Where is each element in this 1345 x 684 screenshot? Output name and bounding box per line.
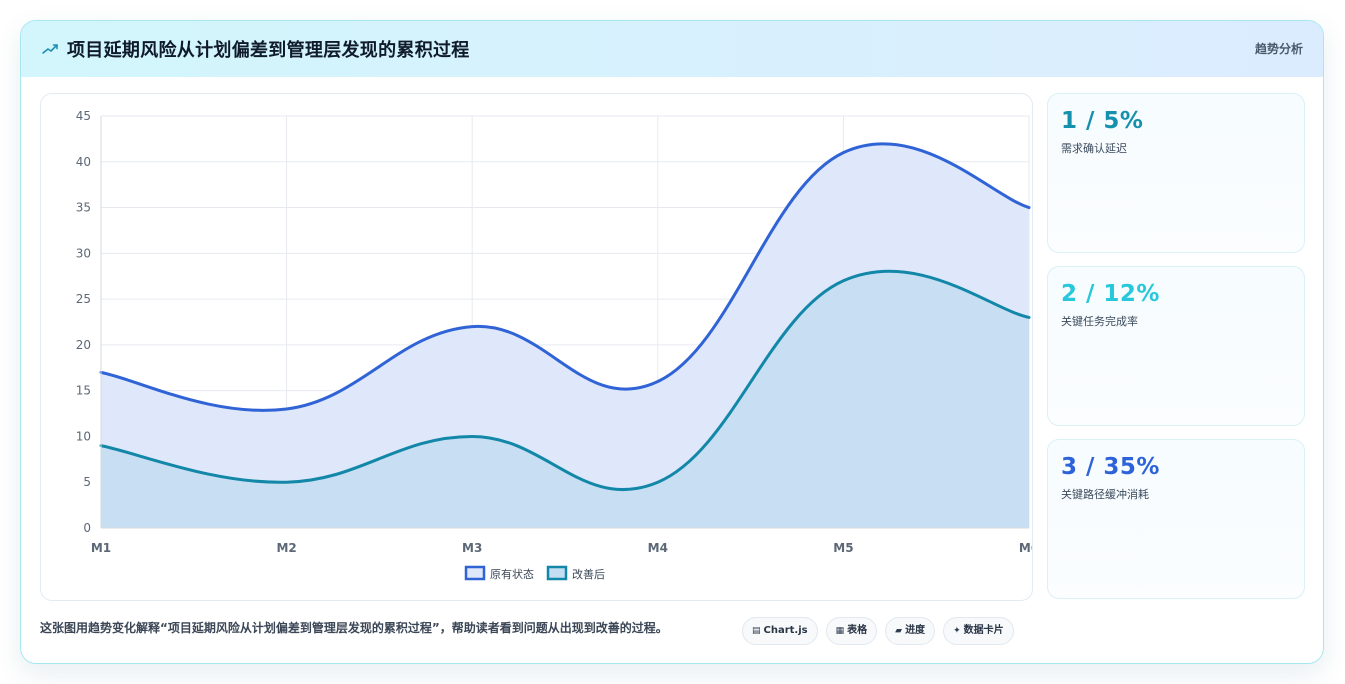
chip-progress[interactable]: ▰ 进度	[885, 617, 936, 645]
series-area-1	[101, 271, 1029, 528]
chip-label: 表格	[847, 625, 868, 636]
page-title: 项目延期风险从计划偏差到管理层发现的累积过程	[67, 40, 470, 61]
table-icon: ▦	[835, 626, 845, 636]
y-tick-label: 30	[76, 246, 91, 260]
sparkle-icon: ✦	[953, 626, 961, 636]
chart-panel: 0 5 10 15 20 25 30 35 40 45 M1 M2 M3 M4 M5 M6 原有状态 改善后	[40, 93, 1033, 601]
chip-chartjs[interactable]: ▤ Chart.js	[742, 617, 818, 645]
card-header: 项目延期风险从计划偏差到管理层发现的累积过程 趋势分析	[21, 21, 1323, 77]
y-tick-label: 5	[83, 475, 91, 489]
x-tick-label: M4	[648, 541, 668, 555]
chart-icon: ▤	[752, 626, 761, 636]
area-chart: 0 5 10 15 20 25 30 35 40 45 M1 M2 M3 M4 M5 M6 原有状态 改善后	[76, 109, 1033, 581]
legend-label: 改善后	[572, 567, 605, 581]
x-tick-label: M1	[91, 541, 111, 555]
y-tick-label: 0	[83, 521, 91, 535]
header-tag[interactable]: 趋势分析	[1254, 42, 1303, 56]
y-tick-label: 20	[76, 338, 91, 352]
x-tick-label: M2	[276, 541, 296, 555]
chart-caption: 这张图用趋势变化解释“项目延期风险从计划偏差到管理层发现的累积过程”，帮助读者看…	[40, 621, 668, 635]
stat-label: 关键路径缓冲消耗	[1061, 488, 1149, 501]
stat-value: 3 / 35%	[1061, 454, 1160, 480]
series-line-1	[99, 269, 1031, 492]
legend-item: 原有状态	[464, 565, 534, 581]
chip-label: 数据卡片	[963, 625, 1004, 636]
chip-table[interactable]: ▦ 表格	[825, 617, 878, 645]
legend-swatch	[464, 565, 486, 581]
x-tick-label: M3	[462, 541, 482, 555]
trend-line-icon	[42, 44, 58, 54]
stat-value: 1 / 5%	[1061, 108, 1144, 134]
stat-card-3: 3 / 35% 关键路径缓冲消耗	[1047, 439, 1305, 599]
y-tick-label: 25	[76, 292, 91, 306]
legend-label: 原有状态	[490, 567, 534, 581]
chip-data-cards[interactable]: ✦ 数据卡片	[943, 617, 1014, 645]
x-tick-label: M6	[1019, 541, 1033, 555]
chip-label: Chart.js	[763, 625, 808, 636]
y-tick-label: 45	[76, 109, 91, 123]
y-tick-label: 35	[76, 201, 91, 215]
dashboard-card: 项目延期风险从计划偏差到管理层发现的累积过程 趋势分析 0 5 10 15 20 25 30…	[20, 20, 1324, 664]
stat-value: 2 / 12%	[1061, 281, 1160, 307]
stat-card-1: 1 / 5% 需求确认延迟	[1047, 93, 1305, 253]
y-tick-label: 15	[76, 384, 91, 398]
series-line-0	[99, 142, 1031, 412]
x-tick-label: M5	[833, 541, 853, 555]
stat-label: 关键任务完成率	[1061, 315, 1138, 328]
legend-swatch	[546, 565, 568, 581]
progress-icon: ▰	[895, 626, 903, 636]
y-tick-label: 10	[76, 429, 91, 443]
stat-label: 需求确认延迟	[1061, 142, 1127, 155]
legend-item: 改善后	[546, 565, 605, 581]
title-wrap: 项目延期风险从计划偏差到管理层发现的累积过程	[41, 21, 470, 77]
y-tick-label: 40	[76, 155, 91, 169]
stat-card-2: 2 / 12% 关键任务完成率	[1047, 266, 1305, 426]
chip-label: 进度	[905, 625, 926, 636]
tech-chips: ▤ Chart.js ▦ 表格 ▰ 进度 ✦ 数据卡片	[742, 617, 1014, 645]
